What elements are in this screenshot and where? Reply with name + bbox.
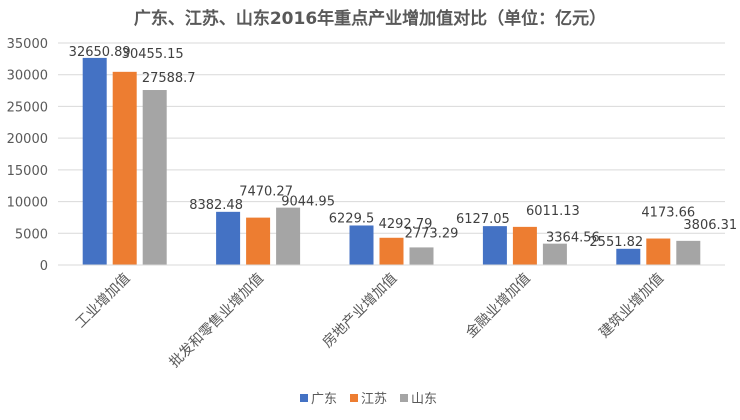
bar-山东-4: [676, 240, 701, 265]
y-tick-label: 0: [40, 259, 48, 274]
data-label: 4292.79: [379, 217, 433, 232]
data-label: 6011.13: [526, 204, 580, 219]
data-labels: 32650.89 8382.48 6229.5 6127.05 2551.82 30455…: [69, 45, 737, 250]
x-tick-label: 金融业增加值: [463, 271, 534, 342]
legend-label: 山东: [411, 392, 437, 407]
data-label: 6229.5: [329, 211, 375, 226]
data-label: 27588.7: [142, 71, 196, 86]
data-label: 2773.29: [405, 226, 459, 241]
y-tick-label: 20000: [7, 132, 48, 147]
data-label: 3364.56: [546, 231, 600, 246]
bar-广东-2: [349, 225, 374, 265]
x-tick-label: 房地产业增加值: [320, 271, 401, 352]
gridlines: [58, 42, 725, 266]
data-label: 32650.89: [69, 45, 131, 60]
y-tick-label: 15000: [7, 164, 48, 179]
legend-swatch: [300, 394, 308, 402]
data-label: 30455.15: [122, 47, 184, 62]
bar-山东-1: [276, 207, 301, 265]
bar-江苏-3: [512, 226, 537, 265]
data-label: 4173.66: [641, 206, 695, 221]
bar-广东-1: [216, 211, 241, 265]
bar-广东-4: [616, 248, 641, 265]
legend-swatch: [350, 394, 358, 402]
y-tick-label: 30000: [7, 69, 48, 84]
y-tick-label: 10000: [7, 196, 48, 211]
bar-江苏-0: [112, 71, 137, 265]
legend-item: 江苏: [350, 391, 387, 407]
legend-item: 山东: [400, 392, 437, 407]
bar-山东-2: [409, 247, 434, 265]
bar-广东-0: [82, 57, 107, 265]
y-tick-label: 5000: [15, 227, 48, 242]
legend-label: 江苏: [361, 391, 387, 407]
bar-江苏-1: [246, 217, 271, 265]
x-tick-label: 批发和零售业增加值: [167, 271, 267, 371]
data-label: 8382.48: [189, 198, 243, 213]
y-tick-label: 35000: [7, 37, 48, 52]
data-label: 6127.05: [456, 212, 510, 227]
x-tick-label: 工业增加值: [73, 271, 134, 332]
data-label: 2551.82: [589, 235, 643, 250]
bar-江苏-4: [646, 238, 671, 265]
legend-label: 广东: [311, 392, 337, 407]
legend-swatch: [400, 394, 408, 402]
legend-item: 广东: [300, 392, 337, 407]
data-label: 9044.95: [281, 195, 335, 210]
data-label: 3806.31: [683, 218, 737, 233]
legend: 广东 江苏 山东: [300, 391, 437, 407]
x-axis: 工业增加值 批发和零售业增加值 房地产业增加值 金融业增加值 建筑业增加值: [58, 264, 725, 371]
x-tick-label: 建筑业增加值: [596, 271, 667, 342]
y-tick-label: 25000: [7, 100, 48, 115]
bar-山东-3: [542, 243, 567, 265]
bar-山东-0: [142, 90, 167, 265]
bar-江苏-2: [379, 237, 404, 265]
bar-广东-3: [482, 226, 507, 265]
data-label: 7470.27: [239, 185, 293, 200]
chart-title: 广东、江苏、山东2016年重点产业增加值对比（单位：亿元）: [134, 8, 606, 29]
bars: [82, 57, 701, 265]
y-axis: 0 5000 10000 15000 20000 25000 30000 35000: [7, 37, 48, 274]
